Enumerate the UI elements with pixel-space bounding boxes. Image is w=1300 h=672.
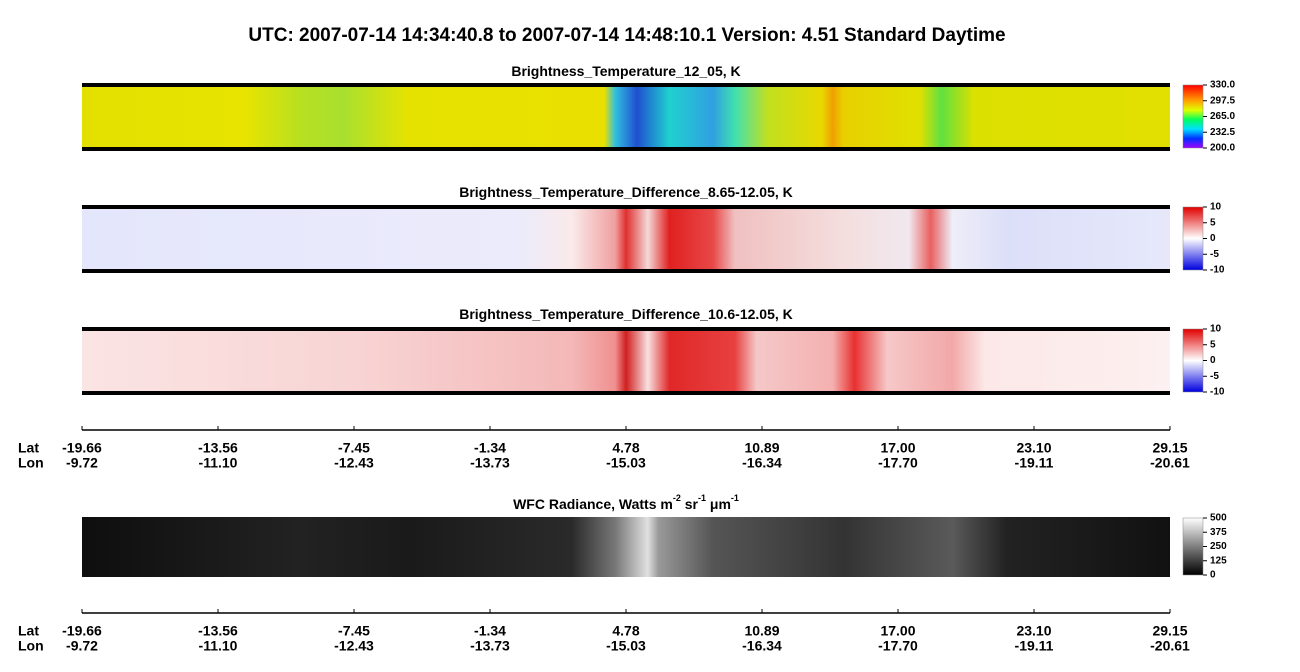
strip-edge — [82, 205, 1170, 209]
lat-label: Lat — [18, 440, 39, 456]
lon-value: -12.43 — [334, 455, 374, 471]
image-strip — [82, 206, 1170, 272]
image-strip — [82, 328, 1170, 394]
lat-value: -19.66 — [62, 440, 102, 456]
lat-value: 4.78 — [612, 623, 639, 639]
colorbar-label: 5 — [1210, 217, 1216, 228]
image-strip — [82, 517, 1170, 577]
lat-value: -7.45 — [338, 440, 370, 456]
colorbar-label: -5 — [1210, 249, 1219, 260]
superscript: -2 — [673, 493, 681, 503]
colorbar-label: 330.0 — [1210, 80, 1235, 91]
lat-value: -19.66 — [62, 623, 102, 639]
lat-value: 29.15 — [1152, 440, 1187, 456]
colorbar-label: -10 — [1210, 265, 1225, 276]
title-text: WFC Radiance, Watts m — [513, 496, 673, 512]
colorbar-label: 10 — [1210, 324, 1222, 335]
colorbar-label: -5 — [1210, 371, 1219, 382]
colorbar-label: 375 — [1210, 527, 1227, 538]
colorbar — [1182, 206, 1204, 271]
superscript: -1 — [698, 493, 706, 503]
lon-label: Lon — [18, 455, 44, 471]
lat-value: 10.89 — [744, 440, 779, 456]
lat-value: -1.34 — [474, 440, 506, 456]
lat-value: -7.45 — [338, 623, 370, 639]
strip-edge — [82, 327, 1170, 331]
lon-value: -17.70 — [878, 455, 918, 471]
lon-value: -15.03 — [606, 455, 646, 471]
lat-value: 23.10 — [1016, 623, 1051, 639]
lon-value: -15.03 — [606, 638, 646, 654]
strip-edge — [82, 391, 1170, 395]
lat-value: 29.15 — [1152, 623, 1187, 639]
colorbar-label: 297.5 — [1210, 95, 1235, 106]
lon-value: -9.72 — [66, 455, 98, 471]
colorbar-label: 0 — [1210, 570, 1216, 581]
lon-value: -9.72 — [66, 638, 98, 654]
colorbar — [1182, 84, 1204, 149]
panel-title: Brightness_Temperature_12_05, K — [511, 63, 740, 79]
lon-value: -20.61 — [1150, 638, 1190, 654]
title-text: μm — [706, 496, 731, 512]
panel-title: Brightness_Temperature_Difference_8.65-1… — [459, 184, 793, 200]
panel-title: Brightness_Temperature_Difference_10.6-1… — [459, 306, 793, 322]
lon-value: -20.61 — [1150, 455, 1190, 471]
lon-value: -16.34 — [742, 455, 782, 471]
lat-value: 17.00 — [880, 623, 915, 639]
lat-value: 4.78 — [612, 440, 639, 456]
title: UTC: 2007-07-14 14:34:40.8 to 2007-07-14… — [248, 25, 1005, 46]
superscript: -1 — [731, 493, 739, 503]
lon-value: -11.10 — [199, 455, 238, 471]
lon-value: -19.11 — [1015, 638, 1054, 654]
lat-value: -13.56 — [198, 623, 238, 639]
lon-value: -11.10 — [199, 638, 238, 654]
lon-label: Lon — [18, 638, 44, 654]
colorbar — [1182, 328, 1204, 393]
colorbar-label: 265.0 — [1210, 111, 1235, 122]
colorbar-label: 0 — [1210, 355, 1216, 366]
title-text: Brightness_Temperature_12_05, K — [511, 63, 740, 79]
strip-edge — [82, 83, 1170, 87]
lat-value: 17.00 — [880, 440, 915, 456]
lon-value: -12.43 — [334, 638, 374, 654]
colorbar-label: 0 — [1210, 233, 1216, 244]
lat-value: -13.56 — [198, 440, 238, 456]
strip-edge — [82, 147, 1170, 151]
lat-value: -1.34 — [474, 623, 506, 639]
image-strip — [82, 84, 1170, 150]
colorbar-label: 125 — [1210, 555, 1227, 566]
lon-value: -13.73 — [470, 455, 510, 471]
title-text: sr — [681, 496, 699, 512]
lat-label: Lat — [18, 623, 39, 639]
lat-value: 23.10 — [1016, 440, 1051, 456]
colorbar-label: 250 — [1210, 541, 1227, 552]
colorbar-label: 232.5 — [1210, 127, 1235, 138]
colorbar-label: 5 — [1210, 339, 1216, 350]
panel-title: WFC Radiance, Watts m-2 sr-1 μm-1 — [513, 493, 739, 511]
title-text: Brightness_Temperature_Difference_10.6-1… — [459, 306, 793, 322]
colorbar — [1182, 517, 1204, 576]
colorbar-label: 10 — [1210, 202, 1222, 213]
lon-value: -16.34 — [742, 638, 782, 654]
strip-edge — [82, 269, 1170, 273]
title-text: Brightness_Temperature_Difference_8.65-1… — [459, 184, 793, 200]
lon-value: -19.11 — [1015, 455, 1054, 471]
colorbar-label: 500 — [1210, 513, 1227, 524]
lon-value: -13.73 — [470, 638, 510, 654]
lat-value: 10.89 — [744, 623, 779, 639]
colorbar-label: -10 — [1210, 387, 1225, 398]
lon-value: -17.70 — [878, 638, 918, 654]
colorbar-label: 200.0 — [1210, 143, 1235, 154]
